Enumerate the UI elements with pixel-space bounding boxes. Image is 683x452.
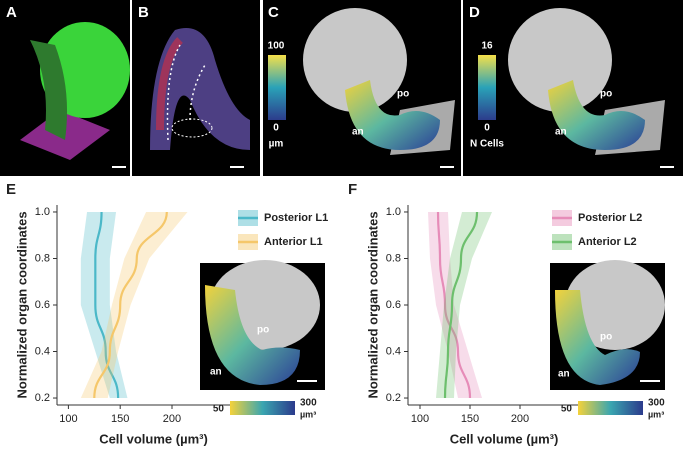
arrow	[166, 44, 181, 141]
layer	[156, 37, 184, 131]
x-axis-label: Cell volume (µm³)	[450, 431, 559, 446]
panel-letter: A	[6, 4, 17, 21]
y-tick-label: 1.0	[35, 206, 50, 218]
organ	[565, 260, 665, 350]
organ	[303, 8, 407, 112]
y-tick-label: 0.2	[35, 392, 50, 404]
legend-label: Anterior L2	[578, 236, 637, 248]
region-label: an	[352, 127, 364, 138]
panel-letter: E	[6, 181, 16, 198]
x-tick-label: 200	[163, 413, 181, 425]
scale-max: 300	[300, 398, 317, 409]
legend-label: Posterior L2	[578, 212, 642, 224]
y-axis-label: Normalized organ coordinates	[365, 211, 380, 398]
y-tick-label: 0.6	[35, 299, 50, 311]
region-label: an	[555, 127, 567, 138]
colorbar	[478, 55, 496, 120]
scale-min: 50	[561, 404, 573, 415]
confidence-band	[428, 211, 482, 399]
x-tick-label: 150	[461, 413, 479, 425]
region	[171, 118, 213, 138]
legend-label: Posterior L1	[264, 212, 328, 224]
y-axis-label: Normalized organ coordinates	[14, 211, 29, 398]
colorbar-min: 0	[273, 123, 279, 134]
organ	[150, 28, 250, 150]
scale-unit: µm³	[648, 409, 664, 419]
y-tick-label: 0.8	[386, 252, 401, 264]
tube	[548, 80, 645, 150]
colorbar	[268, 55, 286, 120]
colorbar	[230, 401, 295, 415]
scale-bar	[440, 166, 454, 168]
x-axis-label: Cell volume (µm³)	[99, 431, 208, 446]
scale-min: 50	[213, 404, 225, 415]
stalk	[30, 40, 68, 140]
tube	[555, 290, 640, 385]
tube	[345, 80, 440, 150]
colorbar-unit: µm	[269, 139, 284, 150]
x-tick-label: 100	[59, 413, 77, 425]
scale-bar	[112, 166, 126, 168]
region-label: po	[397, 89, 409, 100]
legend-label: Anterior L1	[264, 236, 323, 248]
scale-bar	[230, 166, 244, 168]
series-line	[94, 211, 120, 399]
organ	[508, 8, 612, 112]
scale-bar	[297, 380, 317, 382]
region-label: po	[600, 89, 612, 100]
y-tick-label: 0.4	[35, 345, 50, 357]
y-tick-label: 0.8	[35, 252, 50, 264]
panel-letter: F	[348, 181, 357, 198]
confidence-band	[80, 211, 188, 399]
region-label: an	[210, 367, 222, 378]
confidence-band	[80, 211, 128, 399]
colorbar-max: 16	[481, 41, 493, 52]
colorbar-unit: N Cells	[470, 139, 504, 150]
tube	[205, 285, 300, 385]
panel-letter: C	[268, 4, 279, 21]
panel-letter: B	[138, 4, 149, 21]
series-line	[93, 211, 168, 399]
y-tick-label: 1.0	[386, 206, 401, 218]
y-tick-label: 0.2	[386, 392, 401, 404]
region-label: po	[600, 332, 612, 343]
region-label: po	[257, 325, 269, 336]
series-line	[436, 211, 472, 399]
region-label: an	[558, 369, 570, 380]
x-tick-label: 150	[111, 413, 129, 425]
x-tick-label: 200	[511, 413, 529, 425]
colorbar-min: 0	[484, 123, 490, 134]
y-tick-label: 0.6	[386, 299, 401, 311]
confidence-band	[436, 211, 492, 399]
colorbar	[578, 401, 643, 415]
y-tick-label: 0.4	[386, 345, 401, 357]
colorbar-max: 100	[268, 41, 285, 52]
panel-letter: D	[469, 4, 480, 21]
scale-bar	[640, 380, 660, 382]
scale-unit: µm³	[300, 409, 316, 419]
scale-bar	[660, 166, 674, 168]
series-line	[443, 211, 479, 399]
x-tick-label: 100	[411, 413, 429, 425]
scale-max: 300	[648, 398, 665, 409]
